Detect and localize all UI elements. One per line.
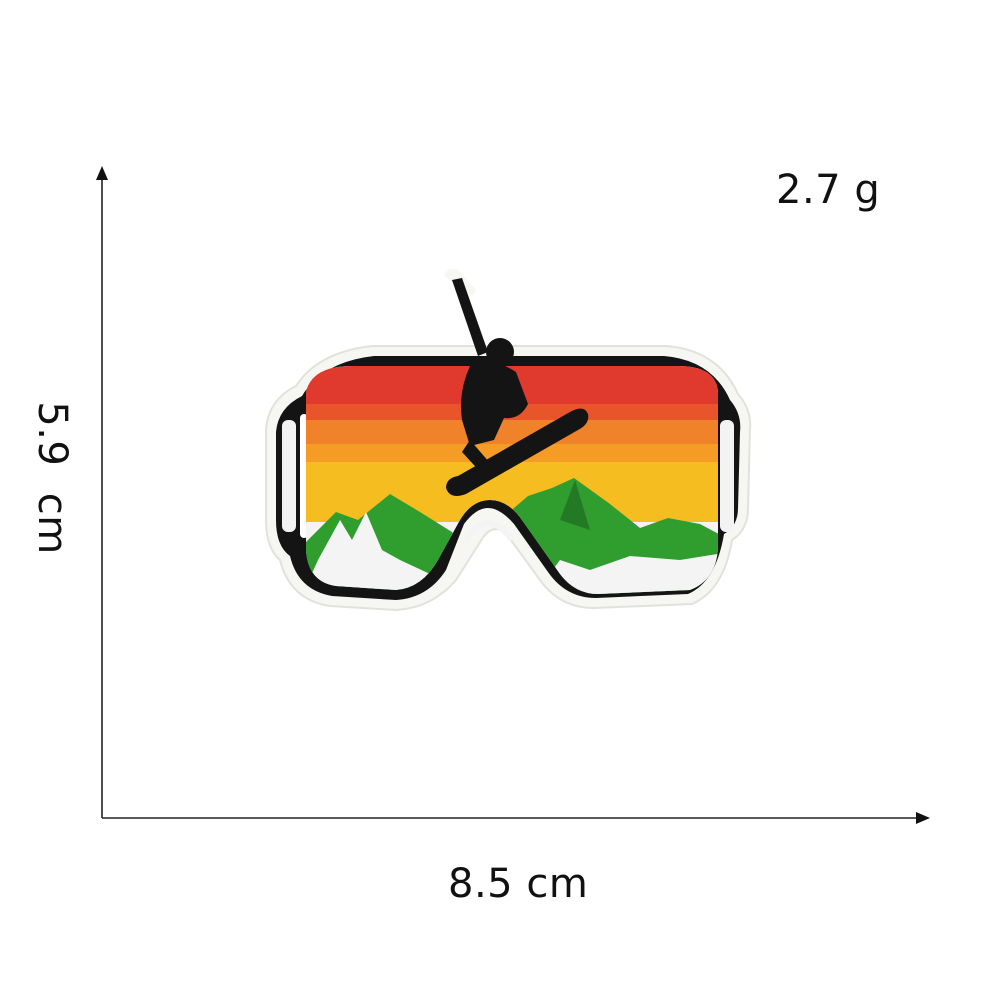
right-strap-outer — [720, 420, 734, 532]
snowboarder-icon — [444, 268, 589, 496]
raised-arm — [452, 278, 488, 356]
width-dimension-label: 8.5 cm — [448, 861, 589, 907]
lens-stripe-orange — [306, 420, 718, 444]
nose-bridge-rim — [463, 520, 515, 542]
left-strap-outer — [282, 420, 296, 532]
horizontal-axis-arrow-icon — [916, 812, 930, 824]
weight-label: 2.7 g — [776, 167, 881, 213]
right-snow — [530, 552, 718, 594]
rider-head — [486, 338, 514, 366]
rider-body — [461, 362, 528, 446]
right-mountain-shadow — [560, 480, 590, 530]
vertical-axis-arrow-icon — [96, 166, 108, 180]
left-snow — [306, 512, 452, 594]
snowboard — [446, 408, 589, 496]
height-dimension-label: 5.9 cm — [29, 401, 75, 555]
